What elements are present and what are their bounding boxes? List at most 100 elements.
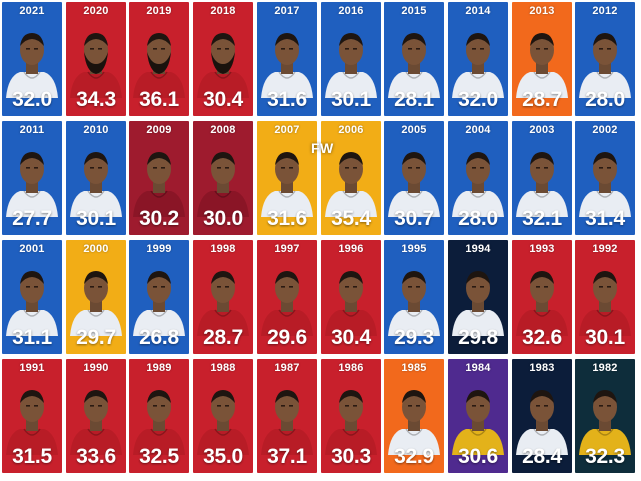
- player-portrait: [579, 152, 631, 217]
- points-per-game: 30.4: [331, 326, 371, 349]
- points-per-game: 30.1: [76, 207, 116, 230]
- season-year: 1986: [338, 362, 364, 374]
- points-per-game: 32.9: [394, 445, 434, 468]
- player-tile: 1990 33.6: [66, 359, 126, 473]
- player-portrait: [6, 271, 58, 336]
- points-per-game: 32.6: [522, 326, 562, 349]
- season-year: 1992: [592, 243, 618, 255]
- points-per-game: 28.4: [522, 445, 562, 468]
- points-per-game: 30.6: [458, 445, 498, 468]
- points-per-game: 30.3: [331, 445, 371, 468]
- player-portrait: [579, 33, 631, 98]
- season-year: 2021: [19, 5, 45, 17]
- player-tile: 2007 31.6: [257, 121, 317, 235]
- season-year: 2015: [401, 5, 427, 17]
- season-year: 1984: [465, 362, 491, 374]
- points-per-game: 30.0: [203, 207, 243, 230]
- player-tile: 2017 31.6: [257, 2, 317, 116]
- player-tile: 2000 29.7: [66, 240, 126, 354]
- season-year: 2004: [465, 124, 491, 136]
- player-portrait: [516, 390, 568, 455]
- season-year: 1996: [338, 243, 364, 255]
- player-portrait: [452, 152, 504, 217]
- player-tile: 2016 30.1: [321, 2, 381, 116]
- player-portrait: [261, 33, 313, 98]
- player-tile: 2018 30.4: [193, 2, 253, 116]
- player-portrait: [516, 152, 568, 217]
- player-portrait: [388, 271, 440, 336]
- points-per-game: 35.0: [203, 445, 243, 468]
- player-portrait: [579, 271, 631, 336]
- player-tile: 1987 37.1: [257, 359, 317, 473]
- player-tile: 1998 28.7: [193, 240, 253, 354]
- points-per-game: 30.7: [394, 207, 434, 230]
- season-year: 1983: [529, 362, 555, 374]
- season-year: 2006: [338, 124, 364, 136]
- player-portrait: [579, 390, 631, 455]
- season-year: 1987: [274, 362, 300, 374]
- player-portrait: [388, 33, 440, 98]
- points-per-game: 29.3: [394, 326, 434, 349]
- player-portrait: [261, 390, 313, 455]
- player-portrait: [6, 33, 58, 98]
- points-per-game: 36.1: [139, 88, 179, 111]
- player-portrait: [70, 33, 122, 98]
- player-tile: 2009 30.2: [129, 121, 189, 235]
- season-year: 2017: [274, 5, 300, 17]
- points-per-game: 26.8: [139, 326, 179, 349]
- player-portrait: [325, 33, 377, 98]
- player-portrait: [261, 271, 313, 336]
- player-tile: 1982 32.3: [575, 359, 635, 473]
- points-per-game: 29.6: [267, 326, 307, 349]
- points-per-game: 32.3: [585, 445, 625, 468]
- player-portrait: [197, 271, 249, 336]
- player-portrait: [70, 271, 122, 336]
- player-tile: 1986 30.3: [321, 359, 381, 473]
- player-tile: 1996 30.4: [321, 240, 381, 354]
- player-portrait: [388, 152, 440, 217]
- points-per-game: 28.1: [394, 88, 434, 111]
- season-year: 2014: [465, 5, 491, 17]
- points-per-game: 32.1: [522, 207, 562, 230]
- player-portrait: [452, 271, 504, 336]
- player-tile: 1989 32.5: [129, 359, 189, 473]
- season-year: 2018: [210, 5, 236, 17]
- player-tile: 2013 28.7: [512, 2, 572, 116]
- player-tile: 1997 29.6: [257, 240, 317, 354]
- season-year: 1994: [465, 243, 491, 255]
- player-portrait: [325, 152, 377, 217]
- player-tile: 1985 32.9: [384, 359, 444, 473]
- points-per-game: 31.6: [267, 88, 307, 111]
- player-portrait: [261, 152, 313, 217]
- season-year: 2002: [592, 124, 618, 136]
- season-year: 2009: [146, 124, 172, 136]
- points-per-game: 31.4: [585, 207, 625, 230]
- player-portrait: [452, 390, 504, 455]
- season-year: 2013: [529, 5, 555, 17]
- player-portrait: [197, 33, 249, 98]
- player-tile: 2008 30.0: [193, 121, 253, 235]
- season-year: 2019: [146, 5, 172, 17]
- player-portrait: [388, 390, 440, 455]
- player-portrait: [516, 271, 568, 336]
- points-per-game: 35.4: [331, 207, 371, 230]
- points-per-game: 31.1: [12, 326, 52, 349]
- player-portrait: [6, 390, 58, 455]
- season-year: 2016: [338, 5, 364, 17]
- points-per-game: 33.6: [76, 445, 116, 468]
- season-year: 1990: [83, 362, 109, 374]
- points-per-game: 32.0: [12, 88, 52, 111]
- points-per-game: 30.1: [585, 326, 625, 349]
- points-per-game: 30.4: [203, 88, 243, 111]
- points-per-game: 27.7: [12, 207, 52, 230]
- player-portrait: [197, 390, 249, 455]
- player-tile: 2004 28.0: [448, 121, 508, 235]
- points-per-game: 31.5: [12, 445, 52, 468]
- player-tile: 2003 32.1: [512, 121, 572, 235]
- player-portrait: [325, 390, 377, 455]
- season-year: 1998: [210, 243, 236, 255]
- player-tile: 2012 28.0: [575, 2, 635, 116]
- season-year: 1999: [146, 243, 172, 255]
- player-tile: 2019 36.1: [129, 2, 189, 116]
